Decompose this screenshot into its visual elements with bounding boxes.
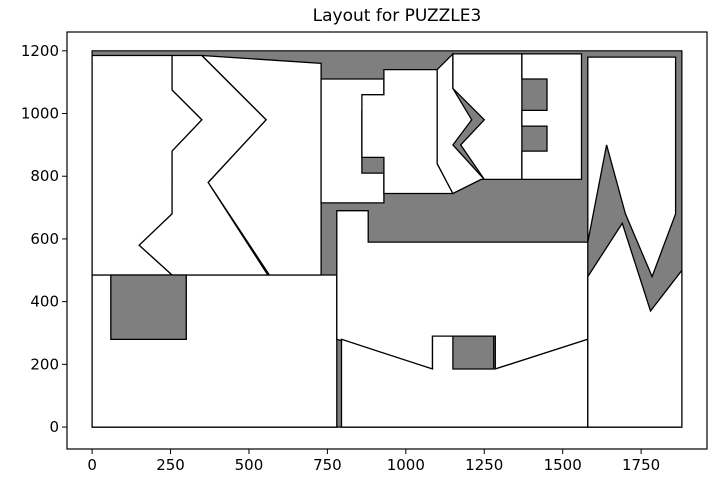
top-left-piece-right — [200, 54, 322, 276]
x-tick-label-1500: 1500 — [544, 456, 582, 474]
top-right-piece — [587, 56, 677, 279]
y-tick-label-600: 600 — [30, 230, 59, 248]
x-axis: 0 250 500 750 1000 1250 1500 1750 — [87, 449, 660, 474]
cross-piece-right — [436, 52, 486, 195]
y-tick-label-1000: 1000 — [21, 105, 59, 123]
pieces-group — [91, 52, 683, 428]
chart-title: Layout for PUZZLE3 — [313, 6, 482, 26]
y-tick-label-400: 400 — [30, 293, 59, 311]
x-tick-label-500: 500 — [235, 456, 264, 474]
gray-square-gap — [110, 274, 187, 340]
y-tick-label-1200: 1200 — [21, 42, 59, 60]
bottom-right-piece — [587, 221, 683, 428]
y-axis: 0 200 400 600 800 1000 1200 — [21, 42, 67, 436]
x-tick-label-250: 250 — [156, 456, 185, 474]
axes-frame — [66, 31, 708, 450]
y-tick-label-0: 0 — [49, 418, 59, 436]
y-tick-label-200: 200 — [30, 355, 59, 373]
plot-area — [91, 50, 683, 428]
comb-piece — [521, 53, 583, 181]
x-tick-label-1250: 1250 — [465, 456, 503, 474]
x-tick-label-0: 0 — [87, 456, 97, 474]
x-tick-label-1750: 1750 — [622, 456, 660, 474]
x-tick-label-1000: 1000 — [387, 456, 425, 474]
y-tick-label-800: 800 — [30, 167, 59, 185]
x-tick-label-750: 750 — [313, 456, 342, 474]
